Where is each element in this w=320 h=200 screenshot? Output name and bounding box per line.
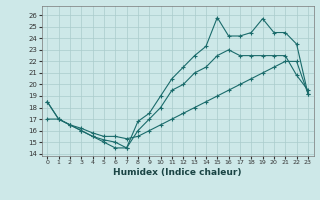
X-axis label: Humidex (Indice chaleur): Humidex (Indice chaleur) — [113, 168, 242, 177]
